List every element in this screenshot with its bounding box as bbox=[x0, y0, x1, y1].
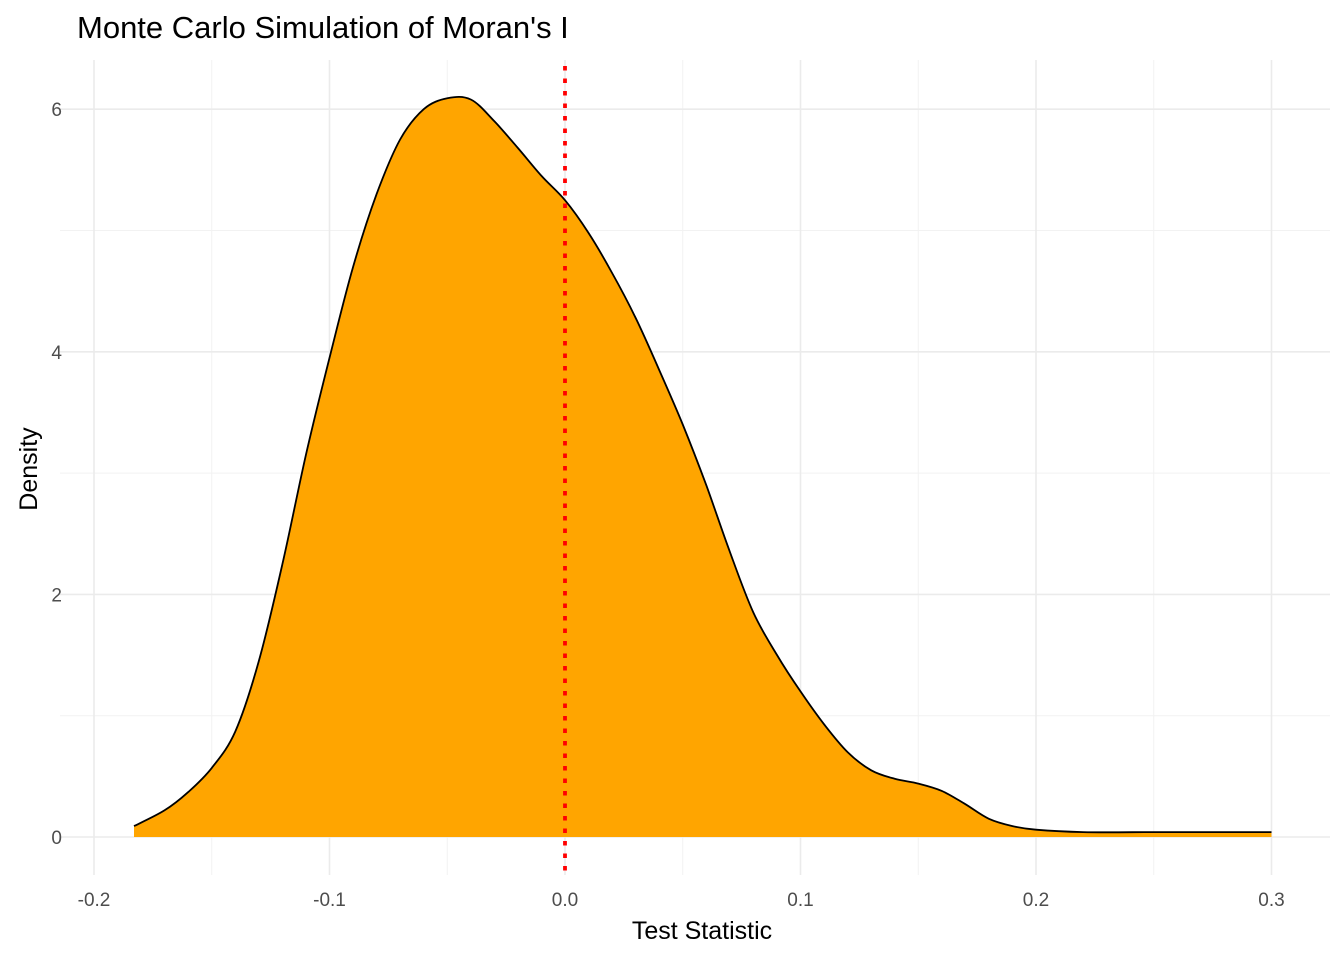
density-area bbox=[134, 96, 1272, 838]
y-tick-label: 0 bbox=[51, 828, 62, 849]
y-axis-tick-labels: 0 2 4 6 bbox=[51, 100, 62, 849]
x-tick-label: 0.2 bbox=[1023, 890, 1049, 911]
y-tick-label: 4 bbox=[51, 343, 62, 364]
y-axis-title: Density bbox=[15, 427, 43, 511]
x-axis-tick-labels: -0.2 -0.1 0.0 0.1 0.2 0.3 bbox=[78, 890, 1285, 911]
chart-title: Monte Carlo Simulation of Moran's I bbox=[77, 10, 569, 45]
x-tick-label: -0.2 bbox=[78, 890, 111, 911]
x-tick-label: 0.3 bbox=[1258, 890, 1284, 911]
density-outline bbox=[133, 95, 1272, 834]
x-tick-label: 0.1 bbox=[787, 890, 813, 911]
x-tick-label: -0.1 bbox=[313, 890, 346, 911]
x-tick-label: 0.0 bbox=[552, 890, 578, 911]
x-axis-title: Test Statistic bbox=[632, 917, 772, 945]
y-tick-label: 2 bbox=[51, 585, 62, 606]
y-tick-label: 6 bbox=[51, 100, 62, 121]
density-series bbox=[133, 95, 1272, 838]
